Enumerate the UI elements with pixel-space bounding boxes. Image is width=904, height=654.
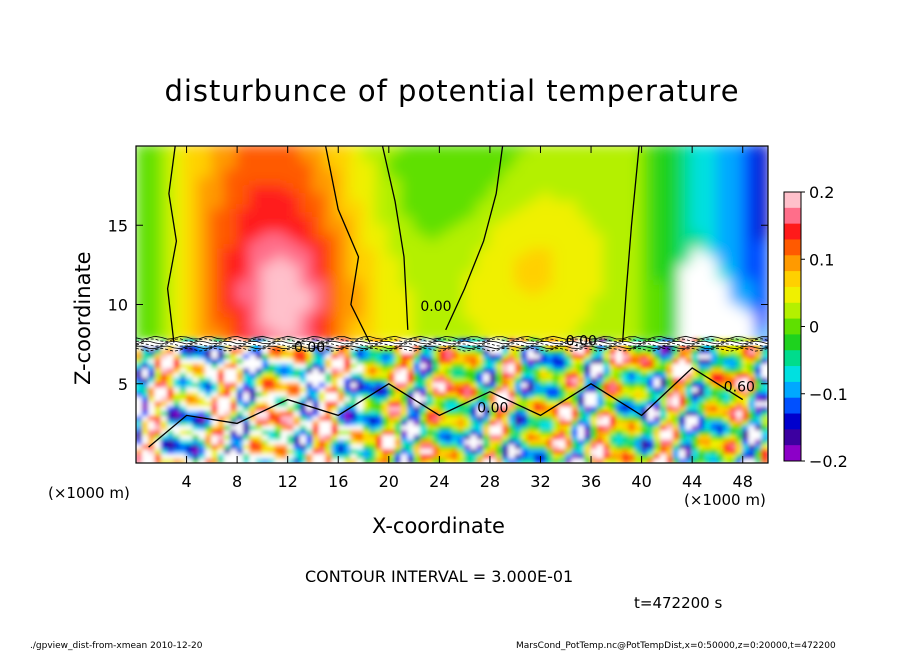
colorbar-swatch xyxy=(784,334,801,351)
contour-line xyxy=(381,146,409,330)
x-tick-label: 36 xyxy=(581,472,601,491)
colorbar-tick-label: −0.2 xyxy=(809,452,848,471)
contour-line xyxy=(136,347,768,352)
colorbar-tick-label: 0.2 xyxy=(809,183,834,202)
contour-label: 0.00 xyxy=(420,299,451,315)
contour-interval-label: CONTOUR INTERVAL = 3.000E-01 xyxy=(305,567,574,586)
contour-line xyxy=(166,146,178,343)
contour-label: 0.00 xyxy=(294,340,325,356)
footer-script-name: ./gpview_dist-from-xmean 2010-12-20 xyxy=(30,641,203,651)
colorbar-swatch xyxy=(784,286,801,304)
colorbar-swatch xyxy=(784,271,801,288)
colorbar-swatch xyxy=(784,429,801,446)
colorbar-swatch xyxy=(784,207,801,225)
colorbar-swatch xyxy=(784,381,801,399)
y-tick-label: 15 xyxy=(108,216,128,235)
y-axis-label: Z-coordinate xyxy=(71,251,95,385)
x-tick-label: 20 xyxy=(379,472,399,491)
x-tick-label: 16 xyxy=(328,472,348,491)
contour-label: 0.00 xyxy=(566,334,597,350)
x-unit-label: (×1000 m) xyxy=(48,484,130,502)
colorbar-swatch xyxy=(784,413,801,430)
contour-line xyxy=(136,340,768,345)
colorbar-swatch xyxy=(784,239,801,256)
contour-line xyxy=(136,345,768,350)
contour-line xyxy=(136,342,768,347)
colorbar-tick-label: 0 xyxy=(809,318,819,337)
contour-line xyxy=(324,146,371,343)
time-label: t=472200 s xyxy=(634,594,723,612)
x-tick-label: 8 xyxy=(232,472,242,491)
x-tick-label: 44 xyxy=(682,472,702,491)
x-tick-label: 24 xyxy=(429,472,449,491)
contour-line xyxy=(148,367,744,448)
heatmap-field xyxy=(136,146,768,463)
colorbar-swatch xyxy=(784,350,801,367)
colorbar-tick-label: −0.1 xyxy=(809,385,848,404)
x-tick-label: 48 xyxy=(733,472,753,491)
x-axis-label: X-coordinate xyxy=(372,514,505,538)
contour-label: 0.60 xyxy=(724,380,755,396)
chart-title: disturbunce of potential temperature xyxy=(164,74,740,108)
colorbar-swatch xyxy=(784,255,801,272)
x-tick-label: 40 xyxy=(631,472,651,491)
contour-label: 0.00 xyxy=(477,400,508,416)
x-tick-label: 32 xyxy=(530,472,550,491)
contour-line xyxy=(136,335,768,340)
colorbar-swatch xyxy=(784,318,801,335)
colorbar-swatch xyxy=(784,445,801,462)
colorbar-swatch xyxy=(784,302,801,320)
x-tick-label: 28 xyxy=(480,472,500,491)
colorbar-tick-label: 0.1 xyxy=(809,250,834,269)
y-tick-label: 10 xyxy=(108,296,128,315)
colorbar-swatch xyxy=(784,366,801,383)
x-tick-label: 4 xyxy=(181,472,191,491)
x-tick-label: 12 xyxy=(278,472,298,491)
contour-line xyxy=(445,146,504,331)
contour-line xyxy=(621,146,640,343)
colorbar-swatch xyxy=(784,192,801,209)
contour-line xyxy=(136,338,768,343)
footer-data-source: MarsCond_PotTemp.nc@PotTempDist,x=0:5000… xyxy=(516,641,836,651)
colorbar-swatch xyxy=(784,397,801,415)
x-unit-label-right: (×1000 m) xyxy=(684,491,766,509)
y-tick-label: 5 xyxy=(118,375,128,394)
colorbar-swatch xyxy=(784,223,801,240)
